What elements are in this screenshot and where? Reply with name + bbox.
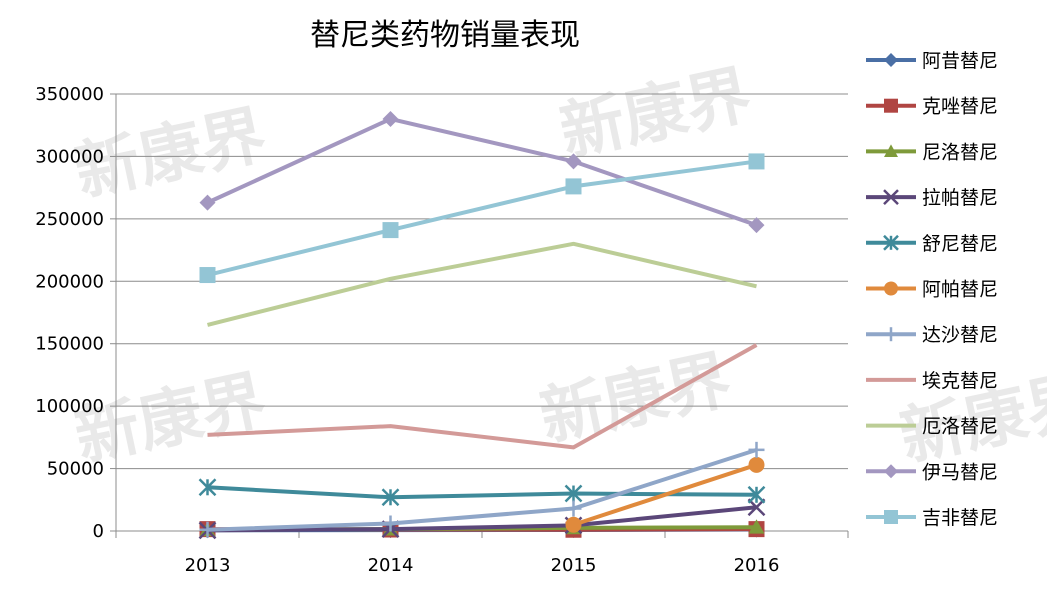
y-tick-label: 100000 — [35, 396, 104, 417]
legend: 阿昔替尼克唑替尼尼洛替尼拉帕替尼舒尼替尼阿帕替尼达沙替尼埃克替尼厄洛替尼伊马替尼… — [866, 50, 998, 529]
data-point — [747, 498, 766, 517]
data-point — [747, 485, 766, 504]
series-10 — [199, 110, 765, 234]
series-6 — [565, 456, 765, 533]
legend-item: 厄洛替尼 — [866, 416, 998, 438]
legend-item: 尼洛替尼 — [866, 141, 998, 163]
y-tick-label: 200000 — [35, 271, 104, 292]
series-line — [572, 462, 758, 527]
legend-label: 尼洛替尼 — [922, 141, 998, 163]
series-8 — [207, 343, 758, 450]
legend-label: 舒尼替尼 — [922, 233, 998, 255]
legend-label: 吉非替尼 — [922, 507, 998, 529]
data-point — [565, 516, 582, 533]
gridlines — [116, 93, 848, 470]
data-point — [883, 189, 899, 205]
data-point — [883, 234, 899, 251]
x-tick-label: 2013 — [185, 555, 231, 576]
legend-item: 克唑替尼 — [866, 96, 998, 118]
series-line — [206, 116, 758, 227]
series-9 — [207, 241, 757, 327]
legend-item: 达沙替尼 — [866, 324, 998, 346]
data-point — [748, 217, 765, 234]
legend-label: 拉帕替尼 — [922, 187, 998, 209]
data-point — [884, 53, 898, 67]
legend-label: 阿帕替尼 — [922, 279, 998, 301]
series-line — [207, 241, 757, 327]
series-5 — [198, 478, 766, 507]
data-point — [565, 500, 582, 517]
data-point — [564, 484, 583, 503]
x-tick-label: 2016 — [734, 555, 780, 576]
x-tick-label: 2014 — [368, 555, 414, 576]
y-tick-label: 250000 — [35, 209, 104, 230]
data-point — [199, 194, 216, 211]
legend-item: 阿昔替尼 — [866, 50, 998, 72]
data-point — [565, 153, 582, 170]
data-point — [748, 456, 765, 473]
data-point — [382, 515, 399, 532]
data-point — [382, 222, 399, 239]
data-point — [884, 464, 898, 479]
legend-label: 阿昔替尼 — [922, 50, 998, 72]
legend-label: 厄洛替尼 — [922, 416, 998, 438]
y-tick-label: 0 — [93, 521, 104, 542]
series-line — [207, 505, 757, 533]
data-point — [199, 521, 216, 538]
y-axis-ticks: 0 50000 100000 150000 200000 250000 300000 3500… — [35, 84, 116, 542]
legend-item: 舒尼替尼 — [866, 233, 998, 255]
x-tick-label: 2015 — [551, 555, 597, 576]
data-point — [382, 110, 399, 127]
y-tick-label: 150000 — [35, 334, 104, 355]
legend-label: 克唑替尼 — [922, 96, 998, 118]
data-point — [884, 98, 898, 113]
legend-item: 阿帕替尼 — [866, 279, 998, 301]
series-line — [207, 159, 757, 277]
legend-item: 埃克替尼 — [866, 370, 998, 392]
y-tick-label: 50000 — [47, 459, 104, 480]
x-axis-ticks: 2013 2014 2015 2016 — [115, 531, 849, 576]
legend-item: 吉非替尼 — [866, 507, 998, 529]
data-point — [199, 267, 216, 284]
data-point — [198, 478, 217, 497]
data-point — [884, 144, 898, 157]
data-point — [748, 153, 765, 170]
data-point — [884, 281, 898, 296]
watermark-text: 新康界 — [554, 58, 757, 170]
series-layer — [198, 110, 766, 540]
legend-label: 伊马替尼 — [922, 461, 998, 483]
series-line — [207, 447, 758, 532]
series-11 — [199, 153, 765, 284]
legend-item: 伊马替尼 — [866, 461, 998, 483]
data-point — [884, 510, 898, 524]
data-point — [884, 327, 898, 342]
legend-label: 埃克替尼 — [922, 370, 998, 392]
chart-title: 替尼类药物销量表现 — [310, 18, 580, 53]
data-point — [381, 488, 400, 507]
data-point — [748, 441, 765, 458]
y-tick-label: 300000 — [35, 146, 104, 167]
series-7 — [199, 441, 765, 538]
data-point — [565, 178, 582, 195]
series-line — [207, 343, 758, 450]
y-tick-label: 350000 — [35, 84, 104, 105]
data-point — [748, 519, 765, 534]
legend-item: 拉帕替尼 — [866, 187, 998, 209]
watermark-text: 新康界 — [534, 343, 737, 455]
legend-label: 达沙替尼 — [922, 324, 998, 346]
